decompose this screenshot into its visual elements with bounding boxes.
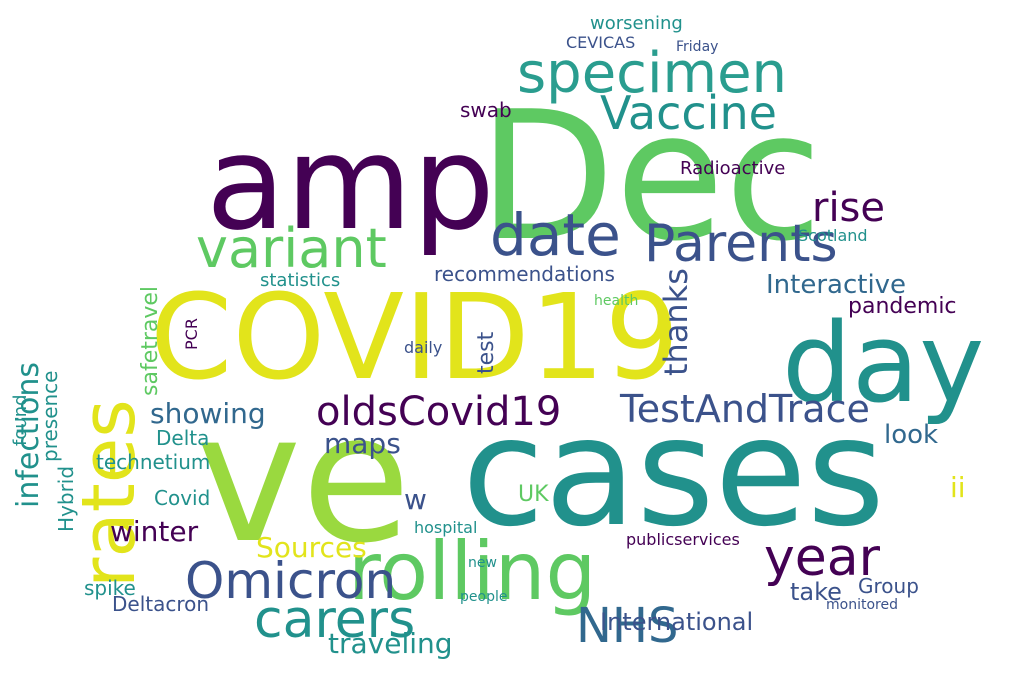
word-health: health [594,293,639,309]
word-look: look [884,420,939,450]
word-parents: Parents [644,214,838,274]
word-sources: Sources [256,531,367,564]
word-swab: swab [460,98,512,122]
word-rates: rates [66,399,152,588]
word-rise: rise [812,185,886,231]
word-year: year [764,528,881,588]
word-safetravel: safetravel [138,285,163,396]
word-deltacron: Deltacron [112,592,210,616]
word-covid: Covid [154,486,211,510]
word-ve: ve [196,375,411,582]
word-specimen: specimen [517,41,788,106]
word-hospital: hospital [414,518,478,537]
word-daily: daily [404,338,443,357]
word-cevicas: CEVICAS [566,33,636,52]
word-delta: Delta [156,426,210,450]
word-oldscovid19: oldsCovid19 [316,389,562,435]
word-amp: amp [206,107,495,259]
word-dec: Dec [478,73,823,280]
word-maps: maps [324,427,401,460]
word-scotland: Scotland [798,226,868,245]
word-date: date [490,201,621,269]
word-day: day [782,299,985,427]
word-international: International [600,608,754,636]
word-interactive: Interactive [766,270,907,300]
word-worsening: worsening [590,13,683,34]
word-testandtrace: TestAndTrace [620,387,870,431]
word-technetium: technetium [96,450,211,474]
word-showing: showing [150,397,266,430]
word-presence: presence [38,370,62,462]
word-omicron: Omicron [185,552,397,610]
word-pcr: PCR [182,318,201,350]
word-cases: cases [462,386,885,560]
word-winter: winter [110,515,199,548]
word-take: take [790,578,842,606]
word-traveling: traveling [328,627,453,660]
word-friday: Friday [676,39,719,55]
word-radioactive: Radioactive [680,158,786,179]
word-recommendations: recommendations [434,262,615,286]
word-monitored: monitored [826,597,898,613]
word-variant: variant [196,217,387,280]
word-found: found [10,394,31,446]
word-test: test [474,331,499,374]
word-publicservices: publicservices [626,530,740,549]
word-people: people [460,589,508,605]
word-w: w [404,483,427,516]
word-vaccine: Vaccine [600,86,777,140]
word-new: new [468,555,497,571]
word-nhs: NHS [576,598,679,654]
word-carers: carers [254,590,416,650]
word-group: Group [858,574,919,598]
word-thanks: thanks [657,268,695,376]
word-covid19: COVID19 [150,268,680,406]
word-hybrid: Hybrid [54,465,78,532]
word-ii: ii [950,471,966,504]
word-uk: UK [518,482,549,507]
word-pandemic: pandemic [848,294,957,319]
word-statistics: statistics [260,270,341,291]
word-rolling: rolling [348,525,597,618]
word-spike: spike [84,576,136,600]
